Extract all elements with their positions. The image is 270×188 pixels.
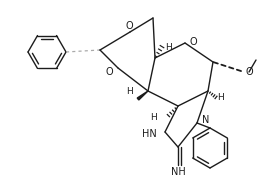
Text: HN: HN (142, 129, 157, 139)
Text: H: H (217, 93, 224, 102)
Text: O: O (245, 67, 253, 77)
Text: NH: NH (171, 167, 185, 177)
Polygon shape (137, 91, 148, 100)
Text: H: H (150, 114, 157, 123)
Text: O: O (125, 21, 133, 31)
Text: N: N (202, 115, 209, 125)
Text: O: O (190, 37, 198, 47)
Text: O: O (105, 67, 113, 77)
Text: H: H (165, 42, 171, 52)
Text: H: H (126, 87, 133, 96)
